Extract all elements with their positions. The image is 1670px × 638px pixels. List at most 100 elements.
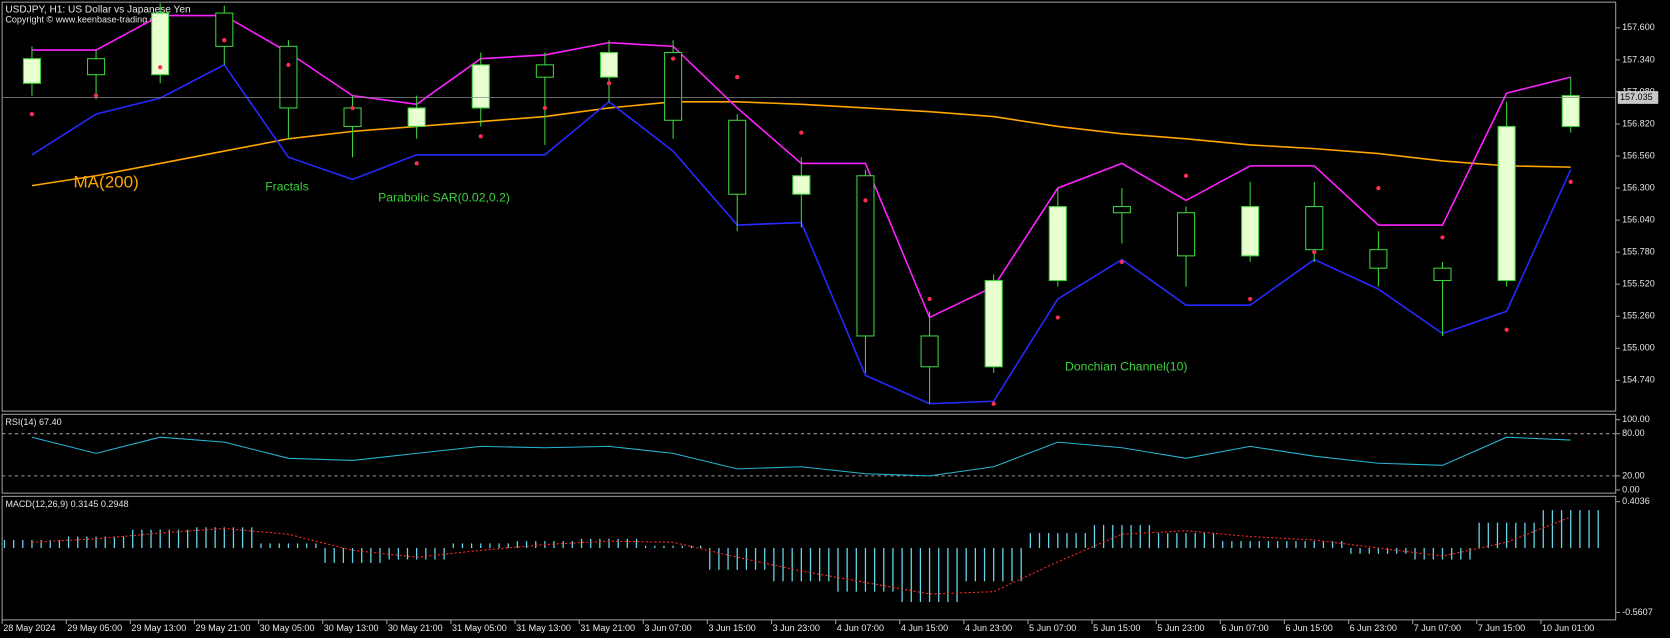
candle-body (856, 175, 875, 337)
y-tick-label: 156.820 (1622, 118, 1655, 128)
candle-body (279, 45, 298, 109)
sar-dot (222, 38, 227, 43)
sar-dot (286, 62, 291, 67)
sar-dot (1055, 315, 1060, 320)
x-tick-label: 5 Jun 15:00 (1093, 623, 1140, 633)
main-panel (1, 1, 1617, 412)
sar-dot (158, 65, 163, 70)
sar-dot (863, 198, 868, 203)
fractals-label: Fractals (265, 180, 309, 194)
sar-dot (1376, 185, 1381, 191)
sar-dot (1568, 179, 1573, 185)
x-tick-label: 4 Jun 23:00 (965, 623, 1012, 633)
x-tick-label: 31 May 21:00 (580, 623, 635, 633)
candle-body (215, 12, 234, 47)
candle-body (1048, 206, 1067, 282)
y-tick-label: 156.300 (1622, 182, 1655, 192)
sar-dot (799, 130, 804, 135)
x-tick-label: 29 May 13:00 (131, 623, 186, 633)
sar-dot (927, 296, 932, 302)
y-tick-label: -0.5607 (1622, 607, 1653, 617)
ma-label: MA(200) (73, 173, 138, 192)
y-tick-label: 156.560 (1622, 150, 1655, 160)
x-tick-label: 31 May 13:00 (516, 623, 571, 633)
x-tick-label: 6 Jun 07:00 (1221, 623, 1268, 633)
macd-panel (1, 495, 1617, 621)
candle-body (535, 64, 554, 78)
candle-body (1112, 206, 1131, 214)
x-tick-label: 4 Jun 07:00 (837, 623, 884, 633)
y-tick-label: 154.740 (1622, 375, 1655, 385)
y-tick-label: 155.000 (1622, 343, 1655, 353)
x-tick-label: 3 Jun 07:00 (644, 623, 691, 633)
rsi-title: RSI(14) 67.40 (5, 417, 61, 427)
sar-dot (414, 161, 419, 166)
current-price-label: 157.035 (1620, 92, 1653, 102)
candle-body (1369, 249, 1388, 269)
y-tick-label: 0.00 (1622, 484, 1640, 494)
sar-dot (93, 93, 99, 98)
donchian-label: Donchian Channel(10) (1065, 360, 1187, 374)
candle-body (920, 335, 939, 368)
x-tick-label: 10 Jun 01:00 (1542, 623, 1594, 633)
candle-body (471, 64, 490, 109)
candle-body (87, 58, 106, 76)
rsi-line (31, 436, 1571, 477)
sar-dot (1504, 327, 1509, 332)
sar-dot (735, 75, 740, 80)
sar-dot (542, 105, 548, 111)
candle-body (1497, 125, 1516, 282)
x-tick-label: 7 Jun 15:00 (1478, 623, 1525, 633)
x-tick-label: 3 Jun 23:00 (773, 623, 820, 633)
current-price-box (1617, 91, 1659, 104)
sar-dot (350, 105, 355, 111)
candle-body (22, 58, 42, 84)
x-tick-label: 31 May 05:00 (452, 623, 507, 633)
sar-dot (1312, 250, 1317, 255)
x-tick-label: 5 Jun 23:00 (1157, 623, 1204, 633)
x-tick-label: 30 May 13:00 (324, 623, 379, 633)
x-tick-label: 7 Jun 07:00 (1414, 623, 1461, 633)
x-tick-label: 30 May 05:00 (260, 623, 315, 633)
macd-signal (31, 516, 1571, 595)
x-tick-label: 28 May 2024 (3, 623, 55, 633)
sar-dot (1248, 296, 1253, 302)
sar-dot (670, 56, 676, 61)
x-tick-label: 3 Jun 15:00 (708, 623, 755, 633)
candle-body (343, 107, 362, 127)
rsi-panel (1, 413, 1617, 494)
chart-title: USDJPY, H1: US Dollar vs Japanese Yen (5, 4, 190, 15)
candle-body (1305, 206, 1324, 251)
y-tick-label: 155.520 (1622, 279, 1655, 289)
sar-dot (1183, 173, 1189, 178)
candle-body (1433, 267, 1452, 282)
candle-body (151, 12, 170, 76)
copyright: Copyright © www.keenbase-trading.com (5, 15, 167, 25)
y-tick-label: 100.00 (1622, 414, 1650, 424)
sar-dot (991, 401, 996, 406)
candle-body (407, 107, 426, 127)
y-tick-label: 157.340 (1622, 54, 1655, 64)
sar-dot (478, 134, 483, 139)
ma-line (31, 101, 1571, 187)
x-tick-label: 6 Jun 23:00 (1350, 623, 1397, 633)
y-tick-label: 80.00 (1622, 428, 1645, 438)
macd-title: MACD(12,26,9) 0.3145 0.2948 (5, 499, 128, 509)
x-tick-label: 4 Jun 15:00 (901, 623, 948, 633)
y-tick-label: 155.780 (1622, 247, 1655, 257)
candle-body (1176, 212, 1196, 257)
y-tick-label: 156.040 (1622, 215, 1655, 225)
sar-dot (1440, 235, 1445, 240)
y-tick-label: 157.600 (1622, 22, 1655, 32)
x-tick-label: 6 Jun 15:00 (1286, 623, 1333, 633)
y-tick-label: 155.260 (1622, 311, 1655, 321)
sar-dot (606, 81, 612, 86)
candle-body (792, 175, 811, 195)
sar-dot (1119, 259, 1125, 265)
y-tick-label: 20.00 (1622, 470, 1645, 480)
candle-body (728, 119, 747, 195)
sar-label: Parabolic SAR(0.02,0.2) (378, 190, 510, 204)
